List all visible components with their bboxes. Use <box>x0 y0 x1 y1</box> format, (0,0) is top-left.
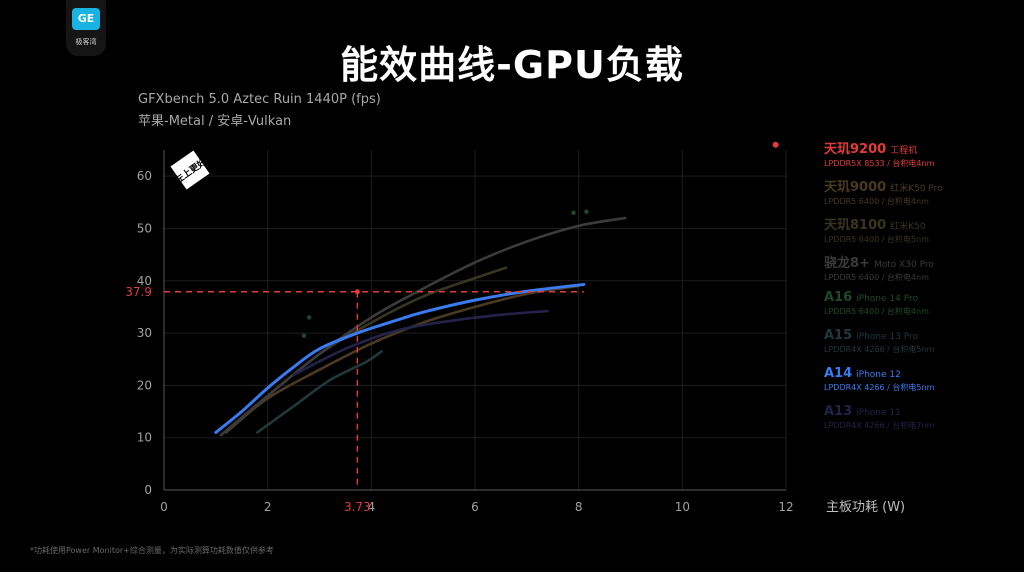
legend-item: 骁龙8+ Moto X30 Pro LPDDR5 6400 / 台积电4nm <box>824 252 1024 290</box>
x-tick-label: 10 <box>675 500 690 514</box>
series-2-line <box>219 266 508 437</box>
legend-item: 天玑9000 红米K50 Pro LPDDR5 6400 / 台积电4nm <box>824 176 1024 214</box>
x-axis-label: 主板功耗 (W) <box>826 500 905 515</box>
legend-chip-name: 天玑9200 <box>824 142 887 157</box>
page-title: 能效曲线-GPU负载 <box>340 43 684 87</box>
legend-device: 红米K50 <box>890 222 926 232</box>
y-tick-label: 60 <box>137 169 152 183</box>
legend-spec: LPDDR4X 4266 / 台积电5nm <box>824 383 935 392</box>
legend-device: 红米K50 Pro <box>890 184 943 194</box>
y-tick-label: 10 <box>137 431 152 445</box>
logo-badge: GE <box>72 8 100 30</box>
footnote: *功耗使用Power Monitor+综合测量，为实际测算功耗数值仅供参考 <box>30 546 274 555</box>
legend-name: A13 iPhone 11 <box>824 404 1024 419</box>
legend-spec: LPDDR4X 4266 / 台积电5nm <box>824 345 935 354</box>
legend-item: A16 iPhone 14 Pro LPDDR5 6400 / 台积电4nm <box>824 290 1024 328</box>
y-tick-label: 0 <box>144 483 152 497</box>
series-4-point <box>571 210 576 215</box>
legend-name: A15 iPhone 13 Pro <box>824 328 1024 343</box>
legend-device: iPhone 14 Pro <box>856 294 918 304</box>
legend-name: 天玑9000 红米K50 Pro <box>824 176 1024 195</box>
highlight-point <box>354 289 360 295</box>
legend-chip-name: 骁龙8+ <box>824 256 870 271</box>
legend-name: 骁龙8+ Moto X30 Pro <box>824 252 1024 271</box>
legend-spec: LPDDR4X 4266 / 台积电7nm <box>824 421 935 430</box>
legend-spec: LPDDR5 6400 / 台积电4nm <box>824 197 929 206</box>
legend-chip-name: A16 <box>824 290 853 305</box>
legend-device: iPhone 12 <box>856 370 901 380</box>
series-3-line <box>219 216 627 437</box>
highlight-x-label: 3.73 <box>344 500 371 514</box>
legend-name: A16 iPhone 14 Pro <box>824 290 1024 305</box>
legend-chip-name: A13 <box>824 404 853 419</box>
x-tick-label: 12 <box>778 500 793 514</box>
logo: GE 极客湾 <box>66 0 106 56</box>
legend-chip-name: A14 <box>824 366 853 381</box>
legend-item: 天玑9200 工程机 LPDDR5X 8533 / 台积电4nm <box>824 138 1024 176</box>
legend-chip-name: 天玑9000 <box>824 180 887 195</box>
legend: 天玑9200 工程机 LPDDR5X 8533 / 台积电4nm 天玑9000 红米K5… <box>824 138 1024 442</box>
chart-subtitle-benchmark: GFXbench 5.0 Aztec Ruin 1440P (fps) <box>138 92 381 107</box>
x-tick-label: 6 <box>471 500 479 514</box>
series-4-point <box>306 315 312 320</box>
x-tick-label: 4 <box>368 500 376 514</box>
legend-item: A13 iPhone 11 LPDDR4X 4266 / 台积电7nm <box>824 404 1024 442</box>
legend-item: A15 iPhone 13 Pro LPDDR4X 4266 / 台积电5nm <box>824 328 1024 366</box>
legend-device: iPhone 13 Pro <box>856 332 918 342</box>
series-7-line <box>292 309 549 377</box>
chart-subtitle-api: 苹果-Metal / 安卓-Vulkan <box>138 114 292 129</box>
highlight-y-label: 37.9 <box>125 285 152 299</box>
legend-item: A14 iPhone 12 LPDDR4X 4266 / 台积电5nm <box>824 366 1024 404</box>
legend-device: iPhone 11 <box>856 408 901 418</box>
legend-name: 天玑8100 红米K50 <box>824 214 1024 233</box>
x-tick-label: 8 <box>575 500 583 514</box>
legend-chip-name: A15 <box>824 328 853 343</box>
legend-device: 工程机 <box>890 146 918 156</box>
legend-spec: LPDDR5 6400 / 台积电5nm <box>824 235 929 244</box>
y-tick-label: 20 <box>137 378 152 392</box>
y-tick-label: 50 <box>137 221 152 235</box>
x-tick-label: 0 <box>160 500 168 514</box>
legend-spec: LPDDR5 6400 / 台积电4nm <box>824 273 929 282</box>
legend-spec: LPDDR5X 8533 / 台积电4nm <box>824 159 935 168</box>
series-5-line <box>256 350 383 434</box>
x-tick-label: 2 <box>264 500 272 514</box>
legend-item: 天玑8100 红米K50 LPDDR5 6400 / 台积电5nm <box>824 214 1024 252</box>
series-0-point <box>772 141 779 148</box>
corner-tag: 左上更好 <box>170 150 210 190</box>
series-1-line <box>224 284 580 434</box>
logo-text: 极客湾 <box>75 38 97 46</box>
series-6-line <box>214 282 586 434</box>
series-4-point <box>584 209 589 214</box>
legend-device: Moto X30 Pro <box>873 260 934 270</box>
series-4-point <box>301 333 307 338</box>
legend-name: 天玑9200 工程机 <box>824 138 1024 157</box>
legend-chip-name: 天玑8100 <box>824 218 887 233</box>
legend-name: A14 iPhone 12 <box>824 366 1024 381</box>
y-tick-label: 40 <box>137 274 152 288</box>
y-tick-label: 30 <box>137 326 152 340</box>
legend-spec: LPDDR5 6400 / 台积电4nm <box>824 307 929 316</box>
